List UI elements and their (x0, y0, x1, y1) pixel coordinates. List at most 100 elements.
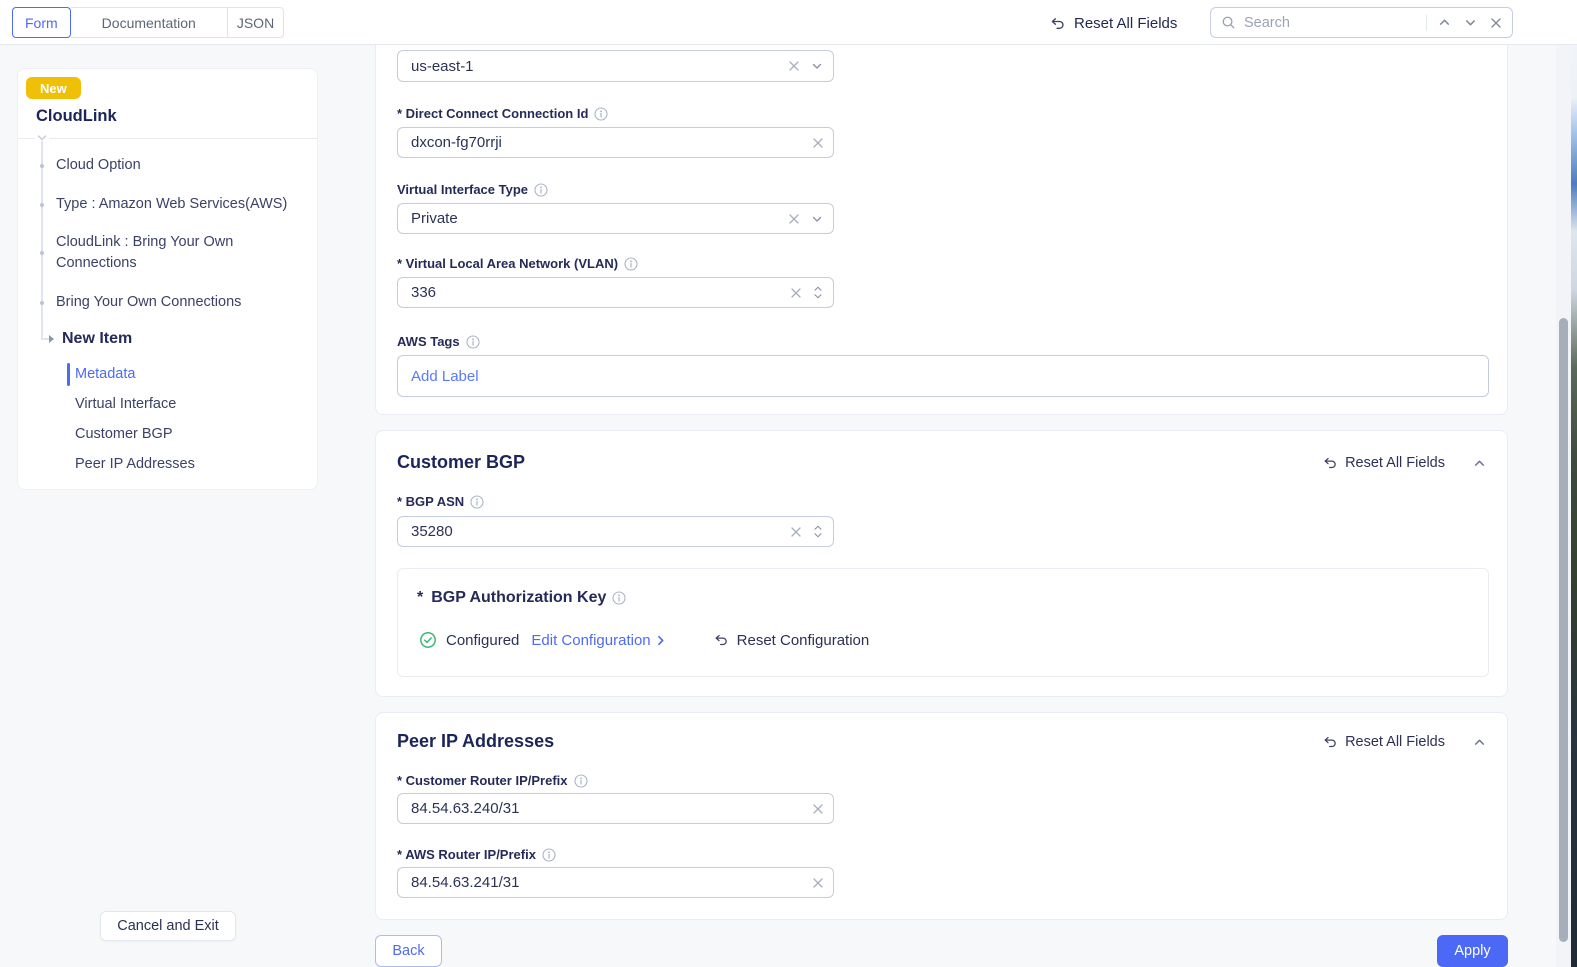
screen-edge-artifact (1571, 0, 1577, 967)
tree-dot (39, 203, 44, 207)
bgp-auth-key-title: * BGP Authorization Key (417, 589, 626, 607)
navigation-sidebar: New CloudLink Cloud Option Type : Amazon… (17, 68, 318, 490)
sidebar-item-byoc[interactable]: Bring Your Own Connections (56, 294, 242, 310)
vif-type-select[interactable] (397, 203, 834, 234)
check-circle-icon (419, 631, 437, 649)
connection-id-label: * Direct Connect Connection Id (397, 106, 608, 121)
tree-connector-elbow (41, 338, 50, 340)
clear-icon[interactable] (789, 213, 799, 224)
divider (1426, 14, 1427, 31)
new-badge: New (26, 77, 81, 99)
aws-router-input[interactable] (411, 874, 805, 891)
collapse-section-button[interactable] (1473, 457, 1486, 470)
chevron-down-icon[interactable] (811, 213, 823, 225)
section-header-controls: Reset All Fields (1322, 734, 1486, 750)
info-icon[interactable] (542, 847, 556, 862)
reset-all-fields-button[interactable]: Reset All Fields (1049, 11, 1177, 35)
tab-documentation[interactable]: Documentation (70, 7, 228, 38)
tree-connector-line (41, 141, 43, 339)
stepper-down-icon[interactable] (813, 293, 823, 299)
metadata-section-card: * Direct Connect Connection Id Virtual I… (375, 45, 1508, 415)
search-close-button[interactable] (1490, 17, 1502, 29)
cancel-and-exit-button[interactable]: Cancel and Exit (100, 911, 236, 941)
undo-icon (1049, 15, 1066, 32)
aws-tags-label: AWS Tags (397, 334, 480, 349)
search-input[interactable] (1244, 14, 1418, 31)
customer-router-input[interactable] (411, 800, 805, 817)
info-icon[interactable] (594, 106, 608, 121)
info-icon[interactable] (470, 494, 484, 509)
info-icon[interactable] (534, 182, 548, 197)
chevron-right-icon (654, 634, 667, 647)
sidebar-item-customer-bgp[interactable]: Customer BGP (75, 426, 173, 442)
reset-section-button[interactable]: Reset All Fields (1322, 734, 1445, 750)
chevron-down-icon[interactable] (811, 60, 823, 72)
sidebar-item-new-item[interactable]: New Item (62, 330, 133, 347)
sidebar-item-peer-ip-addresses[interactable]: Peer IP Addresses (75, 456, 195, 472)
tab-json[interactable]: JSON (227, 7, 285, 38)
info-icon[interactable] (612, 591, 626, 605)
undo-icon (713, 632, 729, 648)
divider (18, 138, 317, 139)
search-icon (1221, 15, 1236, 30)
clear-icon[interactable] (813, 803, 823, 814)
connection-id-field[interactable] (397, 127, 834, 158)
apply-button[interactable]: Apply (1437, 935, 1508, 967)
vif-type-value[interactable] (411, 210, 781, 227)
back-button[interactable]: Back (375, 935, 442, 967)
bgp-asn-field[interactable] (397, 516, 834, 547)
connection-id-input[interactable] (411, 134, 805, 151)
info-icon[interactable] (573, 773, 588, 788)
undo-icon (1322, 455, 1338, 471)
clear-icon[interactable] (791, 526, 801, 537)
top-toolbar: Form Documentation JSON Reset All Fields (0, 0, 1577, 45)
bgp-asn-label: * BGP ASN (397, 494, 484, 509)
sidebar-item-cloudlink-byoc[interactable]: CloudLink : Bring Your Own Connections (56, 234, 234, 271)
expand-triangle-icon[interactable] (49, 335, 54, 343)
search-box (1210, 7, 1513, 38)
section-title: Peer IP Addresses (397, 731, 555, 751)
tab-form[interactable]: Form (12, 7, 71, 38)
sidebar-title: CloudLink (36, 107, 117, 125)
sidebar-item-type-aws[interactable]: Type : Amazon Web Services(AWS) (56, 196, 288, 212)
customer-router-field[interactable] (397, 793, 834, 824)
search-prev-button[interactable] (1438, 16, 1451, 29)
aws-router-field[interactable] (397, 867, 834, 898)
aws-tags-input[interactable] (411, 367, 1478, 385)
vlan-field[interactable] (397, 277, 834, 308)
undo-icon (1322, 734, 1338, 750)
collapse-notch-icon (35, 132, 49, 144)
search-next-button[interactable] (1464, 16, 1477, 29)
sidebar-item-metadata[interactable]: Metadata (75, 366, 136, 382)
reset-all-fields-label: Reset All Fields (1074, 14, 1178, 32)
required-mark: * (417, 589, 424, 606)
sidebar-item-cloud-option[interactable]: Cloud Option (56, 157, 141, 173)
region-select-value[interactable] (411, 57, 781, 75)
stepper-up-icon[interactable] (813, 286, 823, 292)
customer-bgp-section-card: Customer BGP Reset All Fields * BGP ASN (375, 430, 1508, 697)
stepper-down-icon[interactable] (813, 532, 823, 538)
region-select[interactable] (397, 50, 834, 82)
vlan-input[interactable] (411, 284, 783, 301)
clear-icon[interactable] (789, 61, 799, 71)
bgp-asn-input[interactable] (411, 523, 783, 540)
sidebar-item-virtual-interface[interactable]: Virtual Interface (75, 396, 177, 412)
stepper-up-icon[interactable] (813, 525, 823, 531)
collapse-section-button[interactable] (1473, 736, 1486, 749)
reset-configuration-button[interactable]: Reset Configuration (713, 632, 869, 649)
number-stepper (813, 525, 823, 538)
scrollbar-thumb[interactable] (1558, 318, 1568, 942)
scrollbar-track[interactable] (1556, 45, 1571, 967)
aws-tags-field[interactable] (397, 355, 1489, 397)
info-icon[interactable] (624, 256, 638, 271)
clear-icon[interactable] (813, 137, 823, 148)
clear-icon[interactable] (813, 877, 823, 888)
info-icon[interactable] (466, 334, 480, 349)
tree-dot (39, 164, 44, 168)
vlan-label: * Virtual Local Area Network (VLAN) (397, 256, 638, 271)
clear-icon[interactable] (791, 287, 801, 298)
reset-section-button[interactable]: Reset All Fields (1322, 455, 1445, 471)
number-stepper (813, 286, 823, 299)
edit-configuration-link[interactable]: Edit Configuration (531, 632, 666, 649)
